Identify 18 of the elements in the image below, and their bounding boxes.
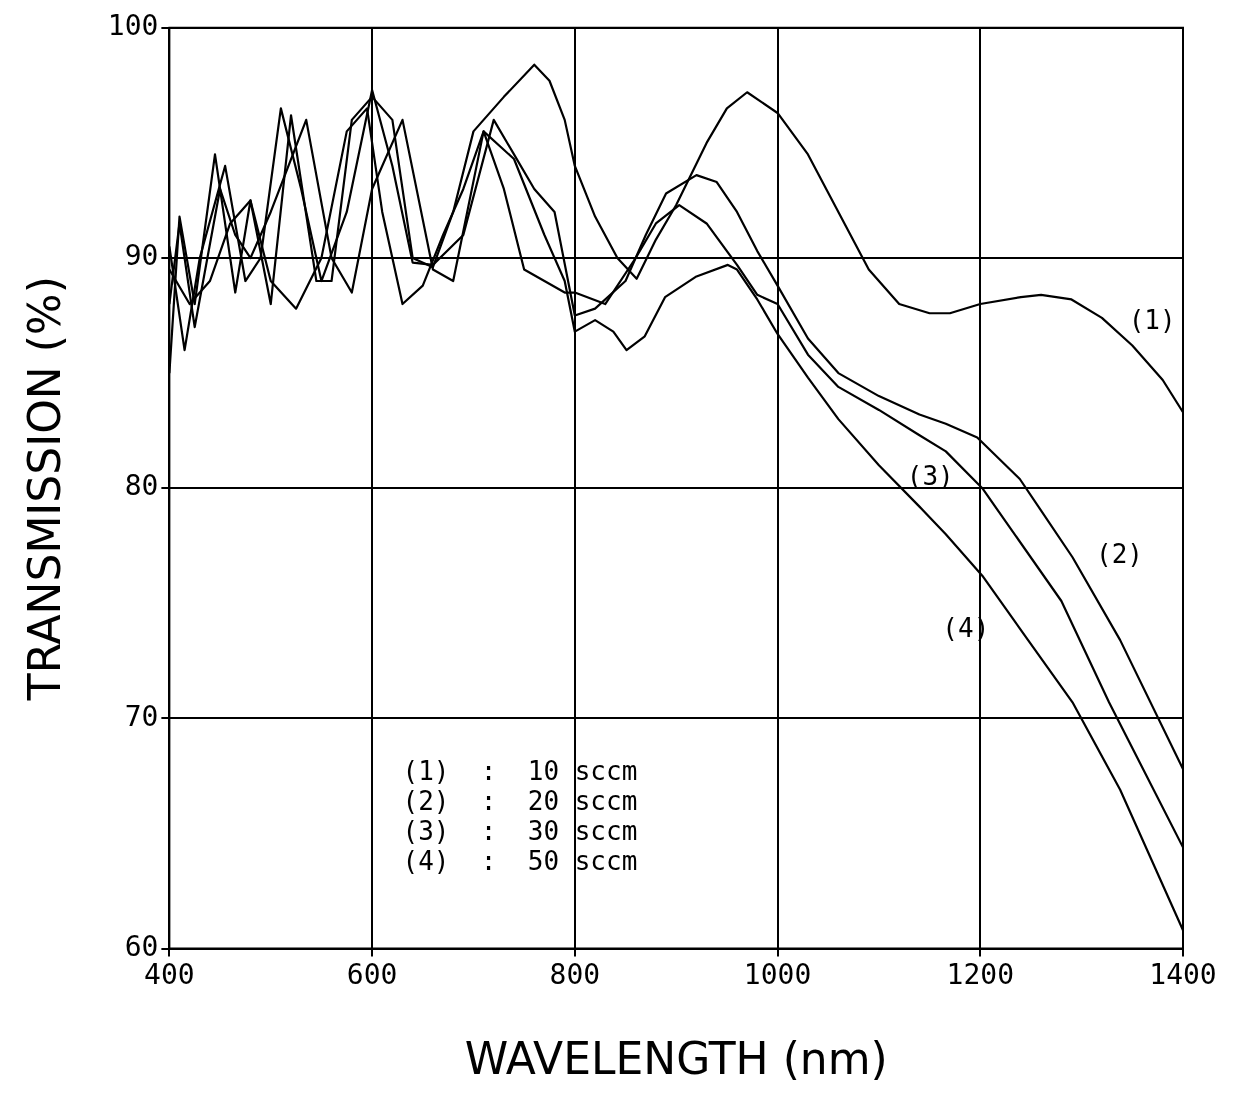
x-tick-label: 1400 bbox=[1149, 957, 1217, 991]
annotation: (1) : 10 sccm bbox=[402, 756, 638, 787]
series-label: (2) bbox=[1096, 538, 1143, 569]
y-axis-title: TRANSMISSION (%) bbox=[18, 276, 70, 702]
annotation: (2) : 20 sccm bbox=[402, 786, 638, 817]
y-tick-label: 70 bbox=[124, 699, 159, 733]
x-tick-label: 1000 bbox=[743, 957, 812, 991]
y-tick-label: 80 bbox=[124, 469, 159, 503]
x-axis-title: WAVELENGTH (nm) bbox=[464, 1033, 888, 1085]
x-tick-label: 600 bbox=[346, 957, 398, 991]
series-label: (3) bbox=[906, 460, 954, 491]
annotation: (4) : 50 sccm bbox=[402, 846, 638, 877]
series-label: (1) bbox=[1128, 305, 1176, 336]
x-tick-label: 1200 bbox=[946, 957, 1014, 991]
y-tick-label: 90 bbox=[124, 239, 159, 273]
annotation: (3) : 30 sccm bbox=[402, 816, 638, 847]
y-tick-label: 100 bbox=[107, 9, 159, 43]
x-tick-label: 800 bbox=[549, 957, 601, 991]
